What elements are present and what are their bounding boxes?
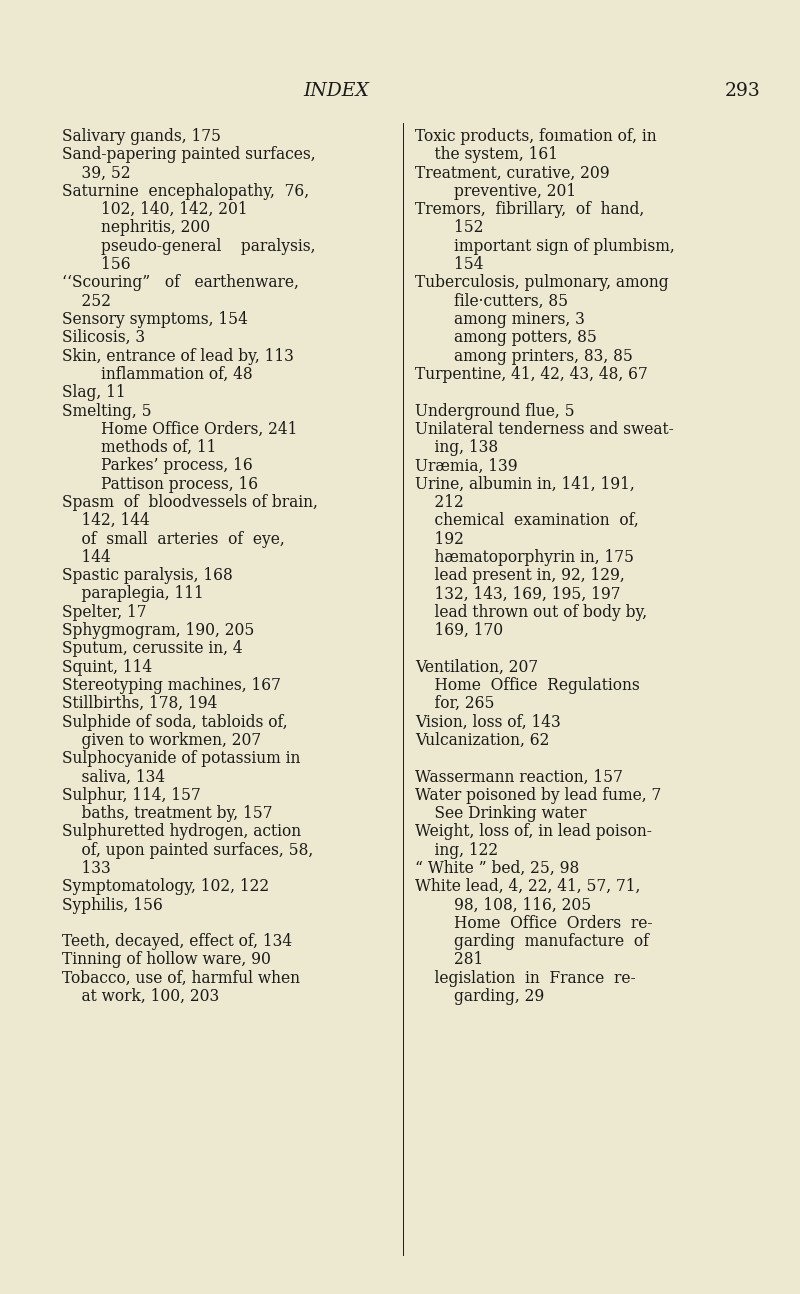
Text: 144: 144 [62,549,110,565]
Text: 281: 281 [415,951,483,968]
Text: Tuberculosis, pulmonary, among: Tuberculosis, pulmonary, among [415,274,669,291]
Text: Vulcanization, 62: Vulcanization, 62 [415,732,550,749]
Text: 132, 143, 169, 195, 197: 132, 143, 169, 195, 197 [415,585,621,603]
Text: Home  Office  Regulations: Home Office Regulations [415,677,640,694]
Text: Turpentine, 41, 42, 43, 48, 67: Turpentine, 41, 42, 43, 48, 67 [415,366,648,383]
Text: Squint, 114: Squint, 114 [62,659,152,675]
Text: Syphilis, 156: Syphilis, 156 [62,897,163,914]
Text: file·cutters, 85: file·cutters, 85 [415,292,568,309]
Text: 133: 133 [62,861,110,877]
Text: Salivary gıands, 175: Salivary gıands, 175 [62,128,221,145]
Text: nephritis, 200: nephritis, 200 [62,220,210,237]
Text: Spasm  of  bloodvessels of brain,: Spasm of bloodvessels of brain, [62,494,318,511]
Text: baths, treatment by, 157: baths, treatment by, 157 [62,805,273,822]
Text: 169, 170: 169, 170 [415,622,503,639]
Text: lead present in, 92, 129,: lead present in, 92, 129, [415,567,625,584]
Text: White lead, 4, 22, 41, 57, 71,: White lead, 4, 22, 41, 57, 71, [415,879,640,895]
Text: paraplegia, 111: paraplegia, 111 [62,585,204,603]
Text: See Drinking water: See Drinking water [415,805,586,822]
Text: ing, 138: ing, 138 [415,439,498,455]
Text: Home Office Orders, 241: Home Office Orders, 241 [62,421,298,437]
Text: among potters, 85: among potters, 85 [415,329,597,347]
Text: 293: 293 [724,82,760,100]
Text: of, upon painted surfaces, 58,: of, upon painted surfaces, 58, [62,841,314,859]
Text: Silicosis, 3: Silicosis, 3 [62,329,145,347]
Text: Stillbirths, 178, 194: Stillbirths, 178, 194 [62,695,218,712]
Text: 102, 140, 142, 201: 102, 140, 142, 201 [62,201,248,219]
Text: for, 265: for, 265 [415,695,494,712]
Text: Teeth, decayed, effect of, 134: Teeth, decayed, effect of, 134 [62,933,292,950]
Text: ‘‘Scouring”   of   earthenware,: ‘‘Scouring” of earthenware, [62,274,299,291]
Text: preventive, 201: preventive, 201 [415,182,576,199]
Text: at work, 100, 203: at work, 100, 203 [62,989,219,1005]
Text: among printers, 83, 85: among printers, 83, 85 [415,348,633,365]
Text: Stereotyping machines, 167: Stereotyping machines, 167 [62,677,281,694]
Text: Saturnine  encephalopathy,  76,: Saturnine encephalopathy, 76, [62,182,309,199]
Text: Treatment, curative, 209: Treatment, curative, 209 [415,164,610,181]
Text: 39, 52: 39, 52 [62,164,130,181]
Text: Water poisoned by lead fume, 7: Water poisoned by lead fume, 7 [415,787,662,804]
Text: INDEX: INDEX [303,82,369,100]
Text: Toxic products, foımation of, in: Toxic products, foımation of, in [415,128,657,145]
Text: hæmatoporphyrin in, 175: hæmatoporphyrin in, 175 [415,549,634,565]
Text: given to workmen, 207: given to workmen, 207 [62,732,261,749]
Text: Sulphur, 114, 157: Sulphur, 114, 157 [62,787,201,804]
Text: Sulphuretted hydrogen, action: Sulphuretted hydrogen, action [62,823,301,840]
Text: 252: 252 [62,292,111,309]
Text: garding  manufacture  of: garding manufacture of [415,933,649,950]
Text: Vision, loss of, 143: Vision, loss of, 143 [415,713,561,731]
Text: Sputum, cerussite in, 4: Sputum, cerussite in, 4 [62,641,242,657]
Text: Weight, loss of, in lead poison-: Weight, loss of, in lead poison- [415,823,652,840]
Text: Spastic paralysis, 168: Spastic paralysis, 168 [62,567,233,584]
Text: Spelter, 17: Spelter, 17 [62,604,146,621]
Text: 154: 154 [415,256,483,273]
Text: Tremors,  fibrillary,  of  hand,: Tremors, fibrillary, of hand, [415,201,644,219]
Text: Sphygmogram, 190, 205: Sphygmogram, 190, 205 [62,622,254,639]
Text: of  small  arteries  of  eye,: of small arteries of eye, [62,531,285,547]
Text: the system, 161: the system, 161 [415,146,558,163]
Text: Sulphide of soda, tabloids of,: Sulphide of soda, tabloids of, [62,713,288,731]
Text: methods of, 11: methods of, 11 [62,439,216,455]
Text: Uræmia, 139: Uræmia, 139 [415,457,518,475]
Text: 156: 156 [62,256,130,273]
Text: Tinning of hollow ware, 90: Tinning of hollow ware, 90 [62,951,271,968]
Text: Underground flue, 5: Underground flue, 5 [415,402,574,419]
Text: Skin, entrance of lead by, 113: Skin, entrance of lead by, 113 [62,348,294,365]
Text: legislation  in  France  re-: legislation in France re- [415,969,636,987]
Text: Pattison process, 16: Pattison process, 16 [62,476,258,493]
Text: 98, 108, 116, 205: 98, 108, 116, 205 [415,897,591,914]
Text: 192: 192 [415,531,464,547]
Text: Tobacco, use of, harmful when: Tobacco, use of, harmful when [62,969,300,987]
Text: pseudo-general    paralysis,: pseudo-general paralysis, [62,238,315,255]
Text: Slag, 11: Slag, 11 [62,384,126,401]
Text: 142, 144: 142, 144 [62,512,150,529]
Text: inflammation of, 48: inflammation of, 48 [62,366,253,383]
Text: Symptomatology, 102, 122: Symptomatology, 102, 122 [62,879,269,895]
Text: Smelting, 5: Smelting, 5 [62,402,152,419]
Text: chemical  examination  of,: chemical examination of, [415,512,638,529]
Text: among miners, 3: among miners, 3 [415,311,585,327]
Text: Wassermann reaction, 157: Wassermann reaction, 157 [415,769,623,785]
Text: 212: 212 [415,494,464,511]
Text: lead thrown out of body by,: lead thrown out of body by, [415,604,647,621]
Text: Sulphocyanide of potassium in: Sulphocyanide of potassium in [62,751,300,767]
Text: 152: 152 [415,220,483,237]
Text: Sensory symptoms, 154: Sensory symptoms, 154 [62,311,248,327]
Text: Parkes’ process, 16: Parkes’ process, 16 [62,457,253,475]
Text: important sign of plumbism,: important sign of plumbism, [415,238,674,255]
Text: “ White ” bed, 25, 98: “ White ” bed, 25, 98 [415,861,579,877]
Text: Sand-papering painted surfaces,: Sand-papering painted surfaces, [62,146,316,163]
Text: Ventilation, 207: Ventilation, 207 [415,659,538,675]
Text: Unilateral tenderness and sweat-: Unilateral tenderness and sweat- [415,421,674,437]
Text: saliva, 134: saliva, 134 [62,769,165,785]
Text: garding, 29: garding, 29 [415,989,544,1005]
Text: Urine, albumin in, 141, 191,: Urine, albumin in, 141, 191, [415,476,634,493]
Text: Home  Office  Orders  re-: Home Office Orders re- [415,915,653,932]
Text: ing, 122: ing, 122 [415,841,498,859]
